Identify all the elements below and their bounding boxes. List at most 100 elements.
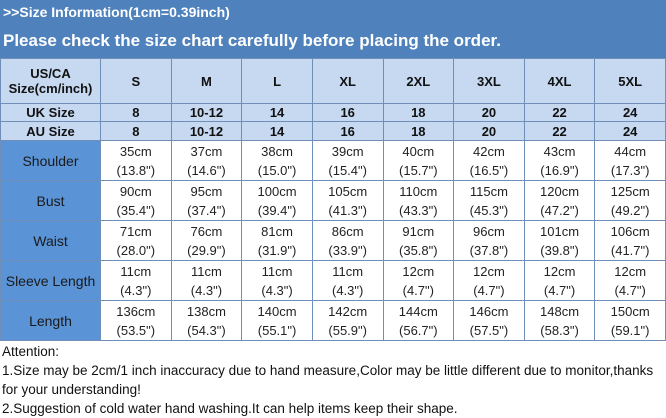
measurement-cell: 12cm (4.7") — [382, 260, 455, 301]
measurement-cell: 11cm (4.3") — [311, 260, 384, 301]
inch-value: (47.2") — [540, 202, 579, 218]
measurement-cell: 42cm (16.5") — [453, 140, 525, 181]
measurement-cell: 44cm (17.3") — [594, 140, 666, 181]
au-size-cell: 14 — [241, 121, 313, 141]
measurement-cell: 125cm (49.2") — [594, 180, 666, 221]
size-chart-table: US/CA Size(cm/inch) S M L XL 2XL 3XL 4XL 5XL UK S… — [0, 58, 666, 341]
size-header-cell: 4XL — [523, 58, 596, 104]
cm-value: 95cm — [190, 183, 223, 199]
cm-value: 38cm — [261, 143, 293, 159]
measurement-cell: 81cm (31.9") — [241, 220, 313, 261]
measurement-cell: 12cm (4.7") — [594, 260, 666, 301]
header-band: >>Size Information(1cm=0.39inch) Please … — [0, 0, 666, 58]
inch-value: (35.8") — [399, 242, 438, 258]
measurement-cell: 148cm (58.3") — [523, 300, 596, 341]
inch-value: (4.3") — [261, 282, 293, 298]
measurement-cell: 35cm (13.8") — [100, 140, 172, 181]
cm-value: 86cm — [331, 223, 364, 239]
cm-value: 44cm — [614, 143, 647, 159]
measurement-cell: 95cm (37.4") — [170, 180, 243, 221]
inch-value: (4.7") — [543, 282, 576, 298]
inch-value: (29.9") — [187, 242, 226, 258]
measurement-cell: 71cm (28.0") — [100, 220, 172, 261]
size-info-subtitle: Please check the size chart carefully be… — [3, 31, 501, 50]
attention-note: 2.Suggestion of cold water hand washing.… — [2, 401, 458, 416]
inch-value: (4.3") — [120, 282, 152, 298]
inch-value: (4.3") — [190, 282, 223, 298]
attention-note: 1.Size may be 2cm/1 inch inaccuracy due … — [2, 363, 654, 397]
table-row: Shoulder 35cm (13.8") 37cm (14.6") 38cm (15.0"… — [0, 140, 666, 181]
size-header-cell: XL — [311, 58, 384, 104]
measurement-cell: 11cm (4.3") — [100, 260, 172, 301]
measurement-cell: 140cm (55.1") — [241, 300, 313, 341]
cm-value: 11cm — [261, 263, 293, 279]
cm-value: 76cm — [190, 223, 223, 239]
cm-value: 11cm — [120, 263, 152, 279]
inch-value: (16.9") — [540, 162, 579, 178]
inch-value: (39.4") — [257, 202, 297, 218]
uk-size-cell: 20 — [453, 103, 525, 122]
cm-value: 39cm — [331, 143, 364, 159]
cm-value: 120cm — [540, 183, 580, 199]
measurement-label: Waist — [0, 220, 101, 261]
cm-value: 106cm — [610, 223, 650, 239]
size-header-cell: 5XL — [594, 58, 666, 104]
au-size-cell: 18 — [382, 121, 455, 141]
cm-value: 144cm — [398, 303, 438, 319]
cm-value: 125cm — [610, 183, 650, 199]
measurement-cell: 138cm (54.3") — [170, 300, 243, 341]
cm-value: 101cm — [540, 223, 580, 239]
inch-value: (57.5") — [469, 322, 509, 338]
cm-value: 91cm — [402, 223, 435, 239]
uk-size-cell: 24 — [594, 103, 666, 122]
size-header-row: US/CA Size(cm/inch) S M L XL 2XL 3XL 4XL 5XL — [0, 58, 666, 104]
inch-value: (28.0") — [116, 242, 156, 258]
inch-value: (43.3") — [399, 202, 438, 218]
cm-value: 100cm — [257, 183, 297, 199]
inch-value: (58.3") — [540, 322, 579, 338]
measurement-cell: 43cm (16.9") — [523, 140, 596, 181]
measurement-cell: 105cm (41.3") — [311, 180, 384, 221]
size-header-cell: L — [241, 58, 313, 104]
table-row: Bust 90cm (35.4") 95cm (37.4") 100cm (39.4") 10… — [0, 180, 666, 221]
inch-value: (4.7") — [402, 282, 434, 298]
table-row: Waist 71cm (28.0") 76cm (29.9") 81cm (31.9") 86… — [0, 220, 666, 261]
cm-value: 105cm — [328, 183, 368, 199]
cm-value: 96cm — [473, 223, 505, 239]
cm-value: 11cm — [332, 263, 364, 279]
cm-value: 115cm — [469, 183, 508, 199]
inch-value: (53.5") — [116, 322, 156, 338]
inch-value: (15.4") — [328, 162, 367, 178]
measurement-cell: 136cm (53.5") — [100, 300, 172, 341]
cm-value: 138cm — [186, 303, 226, 319]
measurement-label: Sleeve Length — [0, 260, 101, 301]
measurement-label: Bust — [0, 180, 101, 221]
cm-value: 12cm — [614, 263, 647, 279]
inch-value: (55.1") — [257, 322, 297, 338]
cm-value: 150cm — [610, 303, 650, 319]
cm-value: 90cm — [119, 183, 152, 199]
cm-value: 140cm — [257, 303, 297, 319]
inch-value: (31.9") — [257, 242, 297, 258]
measurement-cell: 11cm (4.3") — [170, 260, 243, 301]
measurement-cell: 40cm (15.7") — [382, 140, 455, 181]
cm-value: 110cm — [399, 183, 438, 199]
inch-value: (56.7") — [399, 322, 438, 338]
size-header-cell: 2XL — [382, 58, 455, 104]
measurement-cell: 110cm (43.3") — [382, 180, 455, 221]
measurement-cell: 142cm (55.9") — [311, 300, 384, 341]
uk-size-cell: 18 — [382, 103, 455, 122]
size-header-label: US/CA Size(cm/inch) — [0, 58, 101, 104]
inch-value: (17.3") — [610, 162, 650, 178]
measurement-cell: 12cm (4.7") — [453, 260, 525, 301]
measurement-cell: 96cm (37.8") — [453, 220, 525, 261]
measurement-cell: 106cm (41.7") — [594, 220, 666, 261]
cm-value: 37cm — [190, 143, 223, 159]
cm-value: 12cm — [402, 263, 435, 279]
inch-value: (37.4") — [187, 202, 226, 218]
uk-size-cell: 10-12 — [170, 103, 243, 122]
size-header-cell: S — [100, 58, 172, 104]
measurement-cell: 150cm (59.1") — [594, 300, 666, 341]
table-row: Length 136cm (53.5") 138cm (54.3") 140cm (55.1… — [0, 300, 666, 341]
inch-value: (15.0") — [257, 162, 297, 178]
